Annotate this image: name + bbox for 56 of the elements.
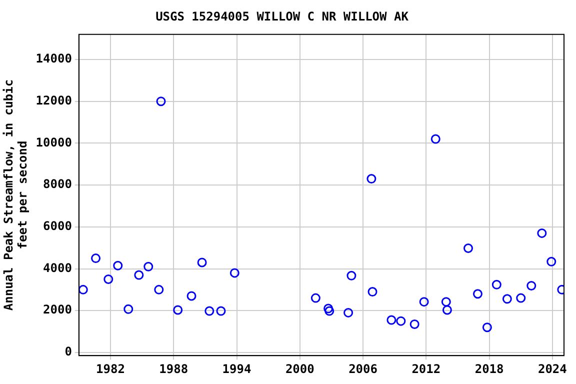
- point: [546, 256, 556, 266]
- chart-title: USGS 15294005 WILLOW C NR WILLOW AK: [156, 9, 410, 24]
- point: [516, 293, 526, 303]
- point: [430, 134, 440, 144]
- point: [442, 305, 452, 315]
- point: [216, 306, 226, 316]
- x-tick-label: 2006: [348, 362, 378, 376]
- point: [113, 260, 123, 270]
- point: [366, 174, 376, 184]
- point: [368, 287, 378, 297]
- point: [204, 306, 214, 316]
- x-tick-label: 1988: [159, 362, 188, 376]
- point: [419, 297, 429, 307]
- point: [91, 254, 101, 264]
- y-tick-label: 12000: [36, 93, 72, 108]
- point: [124, 304, 134, 314]
- point: [502, 294, 512, 304]
- point: [441, 297, 451, 307]
- point: [154, 284, 164, 294]
- point: [410, 319, 420, 329]
- point: [492, 280, 502, 290]
- point: [526, 280, 536, 290]
- y-tick-label: 0: [64, 344, 72, 359]
- x-tick-label: 2018: [474, 362, 504, 376]
- x-tick-label: 2024: [538, 362, 567, 376]
- y-tick-label: 8000: [43, 177, 72, 192]
- point: [78, 284, 88, 294]
- point: [482, 322, 492, 332]
- point: [464, 244, 473, 254]
- point: [537, 228, 547, 238]
- y-axis-title: Annual Peak Streamflow, in cubic feet per second: [1, 79, 30, 311]
- point: [230, 268, 240, 278]
- point: [324, 306, 334, 316]
- point: [310, 293, 320, 303]
- x-tick-label: 2012: [412, 362, 441, 376]
- point: [472, 289, 482, 299]
- y-tick-label: 4000: [43, 260, 72, 275]
- point: [144, 262, 154, 272]
- x-tick-label: 2000: [285, 362, 314, 376]
- point: [156, 96, 166, 106]
- point: [104, 274, 114, 284]
- x-tick-label: 1982: [96, 362, 125, 376]
- y-tick-label: 10000: [36, 135, 72, 150]
- point: [186, 291, 196, 301]
- point: [324, 304, 334, 314]
- point: [396, 316, 406, 326]
- point: [197, 258, 207, 268]
- y-tick-label: 14000: [36, 52, 72, 66]
- point: [344, 308, 354, 318]
- y-tick-label: 6000: [43, 219, 72, 234]
- x-tick-label: 1994: [222, 362, 252, 376]
- y-tick-label: 2000: [43, 302, 72, 317]
- point: [173, 305, 183, 315]
- point: [386, 315, 396, 325]
- point: [346, 270, 356, 280]
- point: [134, 270, 144, 280]
